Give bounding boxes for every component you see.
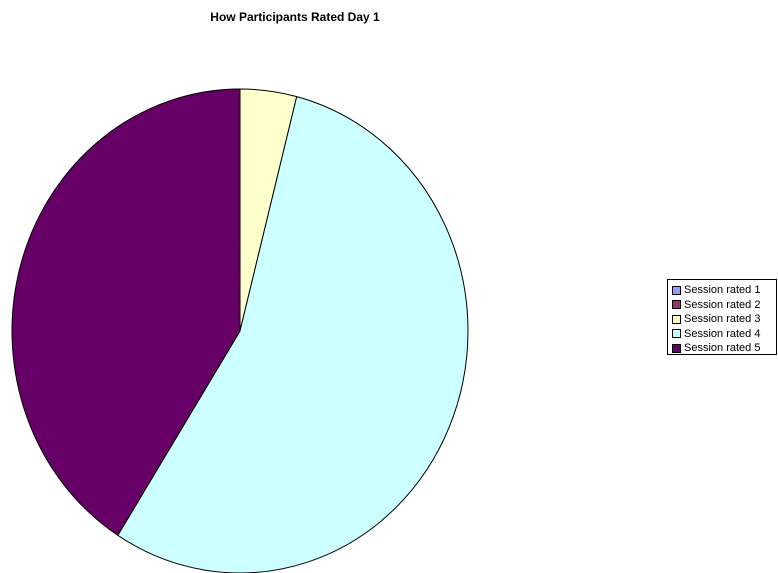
legend-label-2: Session rated 2 [684,298,761,311]
legend-swatch-3 [672,314,681,324]
legend-swatch-4 [672,329,681,339]
legend-item-4: Session rated 4 [672,327,776,342]
legend-swatch-5 [672,343,681,353]
legend-item-2: Session rated 2 [672,298,776,313]
pie-slice-4 [117,95,469,573]
legend-swatch-1 [672,285,681,295]
pie-slice-5 [11,88,241,537]
legend-label-3: Session rated 3 [684,313,761,326]
legend: Session rated 1 Session rated 2 Session ra… [667,279,777,355]
legend-item-3: Session rated 3 [672,312,776,327]
legend-label-5: Session rated 5 [684,342,761,355]
legend-label-1: Session rated 1 [684,284,761,297]
chart-title: How Participants Rated Day 1 [210,10,380,24]
legend-item-5: Session rated 5 [672,341,776,356]
legend-swatch-2 [672,300,681,310]
legend-item-1: Session rated 1 [672,283,776,298]
legend-label-4: Session rated 4 [684,327,761,340]
